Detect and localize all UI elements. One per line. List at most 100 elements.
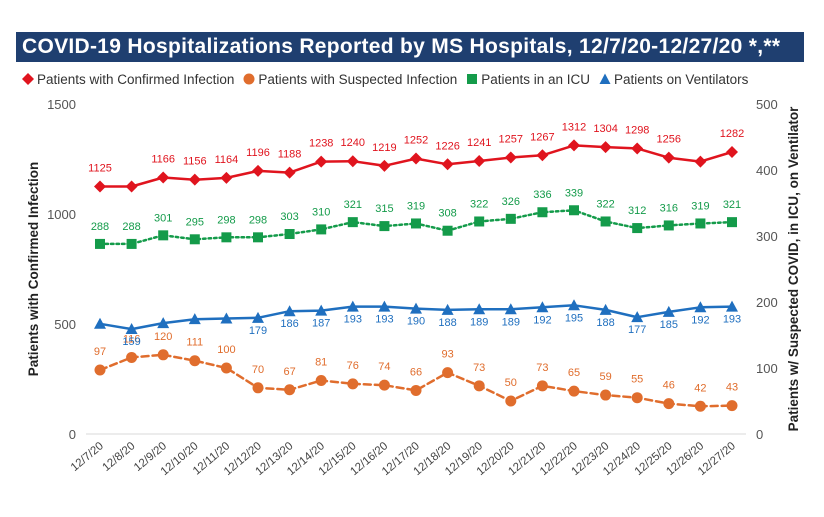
data-label-patients-on-ventilators: 159 xyxy=(122,336,140,348)
data-point-patients-in-an-icu xyxy=(695,218,706,229)
data-label-patients-with-confirmed-infection: 1312 xyxy=(562,121,586,133)
data-point-patients-with-suspected-infection xyxy=(315,375,327,387)
data-point-patients-with-suspected-infection xyxy=(126,351,138,363)
data-point-patients-with-confirmed-infection xyxy=(726,145,738,158)
data-label-patients-in-an-icu: 301 xyxy=(154,212,172,224)
data-point-patients-on-ventilators xyxy=(536,301,549,313)
data-label-patients-on-ventilators: 187 xyxy=(312,318,330,330)
data-point-patients-in-an-icu xyxy=(632,223,643,234)
data-label-patients-in-an-icu: 308 xyxy=(438,208,456,220)
data-label-patients-in-an-icu: 303 xyxy=(280,211,298,223)
data-label-patients-on-ventilators: 192 xyxy=(691,314,709,326)
data-label-patients-in-an-icu: 295 xyxy=(186,216,204,228)
data-label-patients-with-confirmed-infection: 1219 xyxy=(372,142,396,154)
data-point-patients-with-confirmed-infection xyxy=(662,151,675,164)
data-label-patients-in-an-icu: 316 xyxy=(660,202,678,214)
data-label-patients-on-ventilators: 195 xyxy=(565,312,583,324)
data-point-patients-with-confirmed-infection xyxy=(283,166,296,179)
y-right-tick-label: 0 xyxy=(756,427,763,442)
data-point-patients-with-confirmed-infection xyxy=(599,141,612,154)
data-label-patients-with-suspected-infection: 93 xyxy=(441,349,453,361)
data-point-patients-with-suspected-infection xyxy=(694,400,706,412)
data-point-patients-on-ventilators xyxy=(662,305,675,317)
data-label-patients-with-confirmed-infection: 1241 xyxy=(467,137,491,149)
data-point-patients-in-an-icu xyxy=(95,238,105,249)
data-point-patients-on-ventilators xyxy=(346,300,359,312)
data-point-patients-in-an-icu xyxy=(442,225,453,236)
legend-label-icu: Patients in an ICU xyxy=(481,71,591,87)
data-label-patients-on-ventilators: 179 xyxy=(249,325,267,337)
data-point-patients-with-confirmed-infection xyxy=(473,154,486,167)
data-point-patients-with-suspected-infection xyxy=(631,392,643,404)
data-point-patients-on-ventilators xyxy=(220,312,233,324)
data-point-patients-on-ventilators xyxy=(157,317,170,329)
data-label-patients-with-confirmed-infection: 1256 xyxy=(657,134,681,146)
data-label-patients-in-an-icu: 298 xyxy=(217,214,235,226)
data-point-patients-in-an-icu xyxy=(253,232,263,243)
y-left-tick-label: 1500 xyxy=(47,97,76,112)
data-label-patients-with-suspected-infection: 116 xyxy=(123,333,141,345)
data-label-patients-on-ventilators: 190 xyxy=(407,316,425,328)
data-point-patients-in-an-icu xyxy=(126,238,137,249)
y-right-tick-label: 500 xyxy=(756,97,778,112)
data-label-patients-with-suspected-infection: 111 xyxy=(186,337,203,349)
data-point-patients-with-confirmed-infection xyxy=(631,142,644,155)
data-label-patients-with-confirmed-infection: 1226 xyxy=(435,140,459,152)
y-right-tick-label: 200 xyxy=(756,295,778,310)
data-point-patients-in-an-icu xyxy=(379,221,390,232)
data-point-patients-on-ventilators xyxy=(504,303,517,315)
data-label-patients-with-suspected-infection: 42 xyxy=(694,382,706,394)
y-right-axis-title: Patients w/ Suspected COVID, in ICU, on … xyxy=(786,106,801,432)
data-label-patients-in-an-icu: 319 xyxy=(691,200,709,212)
data-label-patients-in-an-icu: 319 xyxy=(407,200,425,212)
data-label-patients-with-suspected-infection: 73 xyxy=(473,362,485,374)
y-left-tick-label: 500 xyxy=(54,317,76,332)
data-point-patients-with-suspected-infection xyxy=(189,355,201,367)
data-label-patients-in-an-icu: 322 xyxy=(596,198,614,210)
data-label-patients-with-confirmed-infection: 1196 xyxy=(246,147,270,159)
legend-item-icu: Patients in an ICU xyxy=(466,72,590,87)
data-label-patients-with-confirmed-infection: 1238 xyxy=(309,138,333,150)
data-point-patients-with-suspected-infection xyxy=(568,385,580,397)
data-label-patients-with-suspected-infection: 55 xyxy=(631,374,643,386)
data-point-patients-in-an-icu xyxy=(727,217,737,228)
data-label-patients-with-confirmed-infection: 1252 xyxy=(404,135,428,147)
data-label-patients-in-an-icu: 321 xyxy=(723,199,741,211)
data-point-patients-with-confirmed-infection xyxy=(252,164,264,177)
data-point-patients-with-confirmed-infection xyxy=(188,173,201,186)
data-label-patients-with-suspected-infection: 50 xyxy=(505,377,517,389)
data-label-patients-on-ventilators: 189 xyxy=(502,316,520,328)
data-label-patients-with-confirmed-infection: 1125 xyxy=(88,163,112,175)
data-point-patients-with-confirmed-infection xyxy=(504,151,517,164)
data-label-patients-in-an-icu: 326 xyxy=(502,196,520,208)
data-label-patients-in-an-icu: 288 xyxy=(91,221,109,233)
data-point-patients-with-suspected-infection xyxy=(347,378,359,390)
legend-item-suspected: Patients with Suspected Infection xyxy=(243,72,457,87)
data-label-patients-on-ventilators: 193 xyxy=(344,314,362,326)
data-label-patients-with-suspected-infection: 67 xyxy=(283,366,295,378)
data-point-patients-with-suspected-infection xyxy=(252,382,264,394)
data-point-patients-in-an-icu xyxy=(316,224,327,235)
data-point-patients-with-confirmed-infection xyxy=(157,171,170,184)
data-point-patients-in-an-icu xyxy=(411,218,421,229)
data-point-patients-with-confirmed-infection xyxy=(125,180,138,193)
data-point-patients-on-ventilators xyxy=(473,303,486,315)
data-point-patients-on-ventilators xyxy=(631,311,644,323)
data-point-patients-with-suspected-infection xyxy=(473,380,485,392)
data-label-patients-with-suspected-infection: 43 xyxy=(726,382,738,394)
data-point-patients-on-ventilators xyxy=(378,300,391,312)
data-point-patients-in-an-icu xyxy=(189,234,200,245)
data-point-patients-with-confirmed-infection xyxy=(346,155,359,168)
data-point-patients-with-suspected-infection xyxy=(726,400,738,412)
data-label-patients-on-ventilators: 188 xyxy=(596,317,614,329)
data-label-patients-with-suspected-infection: 73 xyxy=(536,362,548,374)
data-label-patients-with-confirmed-infection: 1166 xyxy=(151,153,175,165)
data-point-patients-in-an-icu xyxy=(663,220,674,231)
data-point-patients-with-confirmed-infection xyxy=(441,158,454,171)
data-label-patients-in-an-icu: 315 xyxy=(375,203,393,215)
triangle-marker-icon xyxy=(599,73,611,84)
data-label-patients-on-ventilators: 185 xyxy=(660,319,678,331)
data-label-patients-on-ventilators: 177 xyxy=(628,324,646,336)
diamond-marker-icon xyxy=(22,73,34,85)
data-label-patients-in-an-icu: 310 xyxy=(312,206,330,218)
